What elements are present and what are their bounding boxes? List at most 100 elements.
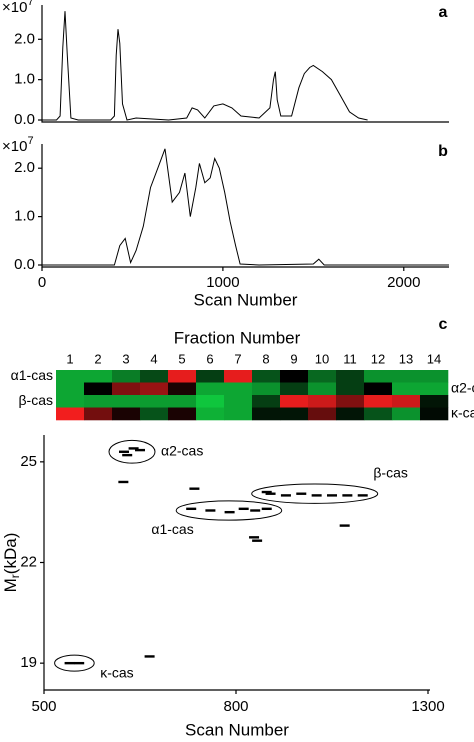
cluster-label: α1-cas [151, 521, 193, 537]
row-label: α1-cas [11, 367, 53, 383]
heatmap-cell [252, 407, 281, 421]
heatmap-cell [112, 382, 141, 396]
column-label: 2 [94, 351, 101, 366]
band-dash [122, 453, 133, 457]
column-label: 3 [122, 351, 129, 366]
heatmap-cell [308, 395, 337, 408]
band-dash [144, 655, 155, 658]
heatmap-cell [280, 407, 309, 421]
band-dash [128, 447, 139, 450]
heatmap-cell [336, 370, 365, 383]
band-dash [205, 509, 216, 512]
y-tick-label: 1.0 [14, 71, 35, 88]
column-label: 11 [343, 351, 357, 366]
y-tick-label: 1.0 [14, 208, 35, 225]
heatmap-cell [392, 370, 421, 383]
cluster-outline [175, 500, 283, 521]
heatmap-cell [196, 395, 225, 408]
heatmap-cell [112, 370, 141, 383]
axis [43, 435, 430, 691]
row-label: κ-cas [451, 404, 474, 420]
y-label-main: M [1, 578, 20, 592]
band-dash [265, 492, 276, 495]
band-dash [261, 507, 272, 511]
heatmap-cell [420, 407, 449, 421]
axis [41, 144, 449, 268]
y-label-sub: r [8, 574, 22, 578]
heatmap-cell [56, 382, 85, 396]
y-multiplier: ×107 [2, 0, 34, 16]
y-tick-label: 2.0 [14, 30, 35, 47]
heatmap-cell [336, 395, 365, 408]
x-tick-label: 1000 [206, 274, 239, 291]
band-dash [311, 494, 322, 497]
y-axis-label: Mr(kDa) [1, 533, 22, 593]
panel-label: a [439, 4, 448, 21]
column-label: 14 [427, 351, 441, 366]
x-tick-label: 0 [38, 274, 46, 291]
heatmap-cell [56, 395, 85, 408]
multiplier-exp: 7 [27, 135, 33, 147]
x-tick-label: 800 [223, 698, 248, 715]
heatmap-cell [336, 382, 365, 396]
row-label: α2-cas [451, 379, 474, 395]
heatmap-cell [196, 382, 225, 396]
heatmap-cell [280, 382, 309, 396]
y-tick-label: 2.0 [14, 159, 35, 176]
heatmap-cell [140, 370, 169, 383]
heatmap-cell [420, 395, 449, 408]
heatmap-cell [168, 407, 197, 421]
multiplier-base: ×10 [2, 0, 27, 16]
band-dash [280, 494, 291, 497]
y-tick-label: 25 [20, 453, 37, 470]
heatmap-cell [252, 370, 281, 383]
heatmap-cell [56, 370, 85, 383]
heatmap-cell [168, 382, 197, 396]
heatmap-cell [224, 370, 253, 383]
panel-label: c [439, 316, 448, 333]
cluster-outline [251, 483, 379, 504]
row-label: β-cas [18, 392, 53, 408]
band-dash [119, 450, 129, 453]
heatmap-cell [420, 382, 449, 396]
heatmap-cell [364, 407, 393, 421]
heatmap-cell [196, 370, 225, 383]
band-dash [296, 492, 307, 495]
heatmap-cell [392, 382, 421, 396]
band-dash [135, 448, 145, 452]
heatmap-cell [112, 395, 141, 408]
heatmap-cell [224, 395, 253, 408]
y-tick-label: 0.0 [14, 256, 35, 273]
heatmap-cell [420, 370, 449, 383]
band-dash [339, 524, 350, 527]
heatmap-cell [140, 407, 169, 421]
heatmap-cell [84, 407, 113, 421]
band-dash [74, 661, 85, 665]
y-tick-label: 19 [20, 654, 37, 671]
band-dash [238, 507, 249, 511]
heatmap-cell [336, 407, 365, 421]
heatmap-title: Fraction Number [174, 328, 301, 347]
cluster-outline [54, 654, 95, 672]
heatmap-cell [392, 407, 421, 421]
band-dash [327, 494, 337, 497]
axis [41, 5, 449, 123]
heatmap-cell [280, 395, 309, 408]
y-tick-label: 0.0 [14, 111, 35, 128]
band-dash [249, 536, 260, 539]
heatmap-cell [84, 395, 113, 408]
band-dash [357, 494, 368, 497]
heatmap-cell [252, 382, 281, 396]
multiplier-exp: 7 [27, 0, 33, 8]
y-tick-label: 22 [20, 553, 37, 570]
column-label: 1 [66, 351, 73, 366]
x-axis-label: Scan Number [194, 290, 298, 309]
band-dash [224, 510, 235, 514]
band-dash [261, 490, 272, 494]
heatmap-cell [56, 407, 85, 421]
heatmap-cell [392, 395, 421, 408]
band-dash [252, 539, 263, 542]
column-label: 12 [371, 351, 385, 366]
heatmap-cell [168, 370, 197, 383]
